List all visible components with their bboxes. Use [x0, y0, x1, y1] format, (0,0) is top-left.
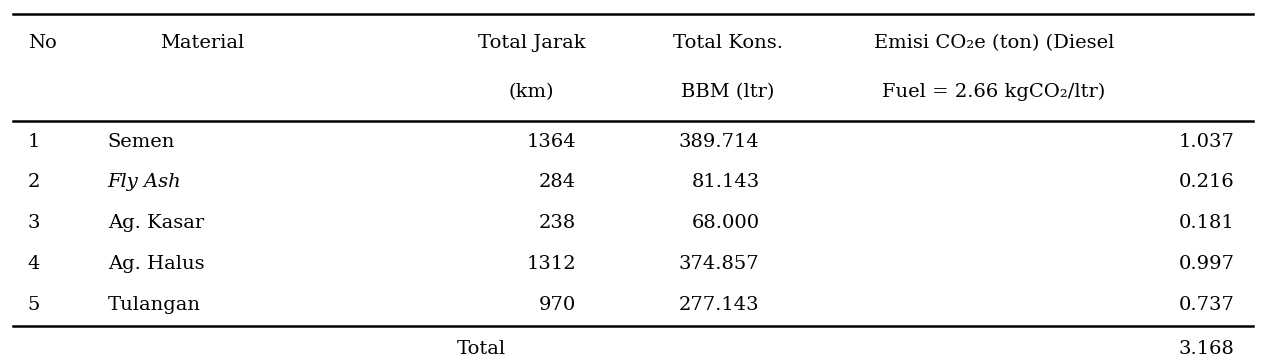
- Text: Fuel = 2.66 kgCO₂/ltr): Fuel = 2.66 kgCO₂/ltr): [882, 83, 1105, 101]
- Text: Total Jarak: Total Jarak: [477, 34, 586, 52]
- Text: 284: 284: [539, 173, 576, 192]
- Text: No: No: [28, 34, 57, 52]
- Text: 5: 5: [28, 296, 41, 314]
- Text: 3.168: 3.168: [1179, 340, 1234, 356]
- Text: 2: 2: [28, 173, 41, 192]
- Text: 238: 238: [539, 214, 576, 232]
- Text: 277.143: 277.143: [679, 296, 760, 314]
- Text: 4: 4: [28, 255, 41, 273]
- Text: Tulangan: Tulangan: [108, 296, 200, 314]
- Text: (km): (km): [509, 83, 555, 101]
- Text: 1.037: 1.037: [1179, 132, 1234, 151]
- Text: 0.997: 0.997: [1179, 255, 1234, 273]
- Text: 389.714: 389.714: [679, 132, 760, 151]
- Text: 81.143: 81.143: [691, 173, 760, 192]
- Text: 1: 1: [28, 132, 41, 151]
- Text: 1312: 1312: [527, 255, 576, 273]
- Text: Total: Total: [457, 340, 505, 356]
- Text: 3: 3: [28, 214, 41, 232]
- Text: Semen: Semen: [108, 132, 175, 151]
- Text: 68.000: 68.000: [691, 214, 760, 232]
- Text: 374.857: 374.857: [679, 255, 760, 273]
- Text: Ag. Kasar: Ag. Kasar: [108, 214, 204, 232]
- Text: Material: Material: [161, 34, 244, 52]
- Text: Fly Ash: Fly Ash: [108, 173, 181, 192]
- Text: Emisi CO₂e (ton) (Diesel: Emisi CO₂e (ton) (Diesel: [874, 34, 1114, 52]
- Text: 0.181: 0.181: [1179, 214, 1234, 232]
- Text: 970: 970: [539, 296, 576, 314]
- Text: 1364: 1364: [527, 132, 576, 151]
- Text: Ag. Halus: Ag. Halus: [108, 255, 204, 273]
- Text: 0.216: 0.216: [1179, 173, 1234, 192]
- Text: Total Kons.: Total Kons.: [674, 34, 782, 52]
- Text: 0.737: 0.737: [1179, 296, 1234, 314]
- Text: BBM (ltr): BBM (ltr): [681, 83, 775, 101]
